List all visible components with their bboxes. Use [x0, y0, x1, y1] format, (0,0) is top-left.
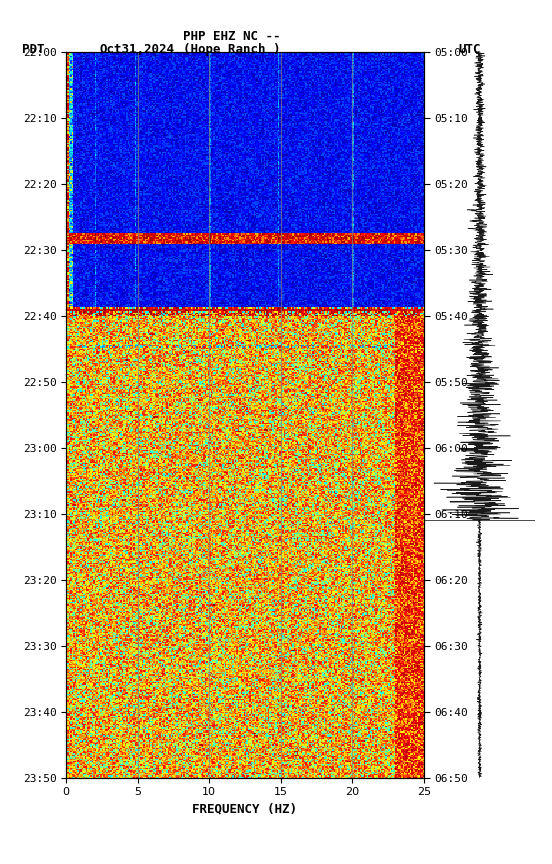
Text: PHP EHZ NC --: PHP EHZ NC --	[183, 30, 280, 43]
Text: Oct31,2024: Oct31,2024	[99, 43, 174, 56]
Text: PDT: PDT	[22, 43, 45, 56]
Text: UTC: UTC	[458, 43, 481, 56]
X-axis label: FREQUENCY (HZ): FREQUENCY (HZ)	[193, 803, 298, 816]
Text: (Hope Ranch ): (Hope Ranch )	[183, 43, 280, 56]
